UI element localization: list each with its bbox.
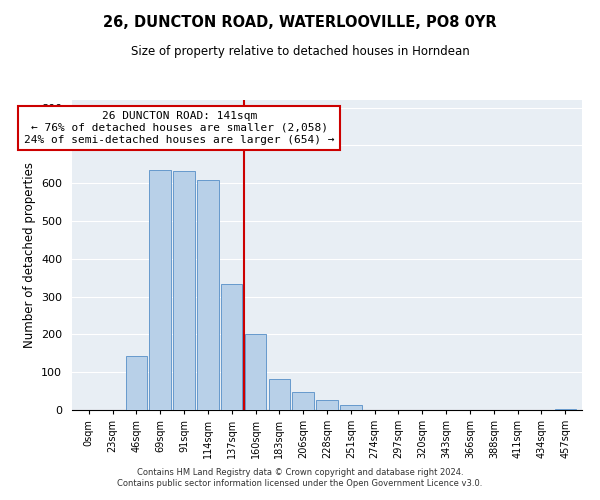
Bar	[221, 284, 242, 410]
Bar	[340, 406, 362, 410]
Bar	[269, 378, 290, 410]
Text: 26 DUNCTON ROAD: 141sqm
← 76% of detached houses are smaller (2,058)
24% of semi: 26 DUNCTON ROAD: 141sqm ← 76% of detache…	[24, 112, 334, 144]
Bar	[554, 409, 576, 410]
Bar	[292, 392, 314, 410]
Text: Contains HM Land Registry data © Crown copyright and database right 2024.
Contai: Contains HM Land Registry data © Crown c…	[118, 468, 482, 487]
Bar	[197, 180, 218, 410]
Bar	[125, 356, 147, 410]
Bar	[149, 170, 171, 410]
Text: Size of property relative to detached houses in Horndean: Size of property relative to detached ho…	[131, 45, 469, 58]
Bar	[173, 172, 195, 410]
Bar	[316, 400, 338, 410]
Text: 26, DUNCTON ROAD, WATERLOOVILLE, PO8 0YR: 26, DUNCTON ROAD, WATERLOOVILLE, PO8 0YR	[103, 15, 497, 30]
Bar	[245, 334, 266, 410]
Y-axis label: Number of detached properties: Number of detached properties	[23, 162, 35, 348]
